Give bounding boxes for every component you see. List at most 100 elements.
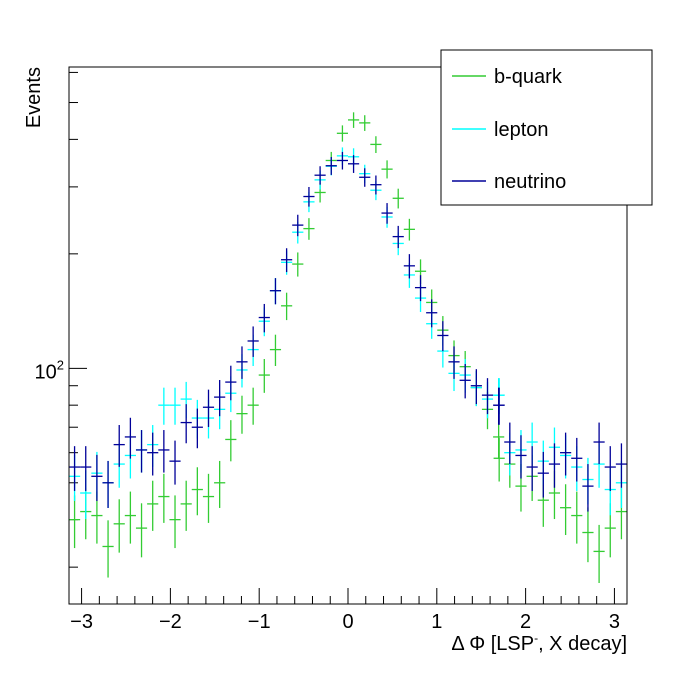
data-point-neutrino xyxy=(147,432,159,476)
data-point-b-quark xyxy=(493,437,505,482)
data-point-neutrino xyxy=(191,408,203,449)
data-point-neutrino xyxy=(180,404,192,444)
data-point-neutrino xyxy=(124,417,136,459)
data-point-b-quark xyxy=(593,524,605,583)
data-point-neutrino xyxy=(481,378,494,415)
data-point-neutrino xyxy=(493,387,505,425)
data-point-neutrino xyxy=(615,443,628,488)
legend-label-b-quark: b-quark xyxy=(494,66,563,88)
axes-layer: −3 −2 −1 0 1 2 3 xyxy=(69,71,620,633)
data-point-b-quark xyxy=(102,520,114,578)
data-point-b-quark xyxy=(571,491,583,544)
y-axis-label: Events xyxy=(23,67,45,128)
data-point-neutrino xyxy=(169,440,181,485)
data-point-neutrino xyxy=(113,425,125,467)
data-point-lepton xyxy=(158,387,170,425)
data-point-b-quark xyxy=(214,460,226,508)
data-point-neutrino xyxy=(236,346,248,379)
x-axis-label-prefix: Δ Φ [LSP xyxy=(451,633,534,655)
data-point-neutrino xyxy=(314,166,326,185)
data-point-neutrino xyxy=(202,389,215,427)
data-point-neutrino xyxy=(426,299,438,328)
x-tick-label: −2 xyxy=(159,611,182,633)
data-point-b-quark xyxy=(236,395,248,434)
data-point-neutrino xyxy=(225,365,237,401)
data-point-neutrino xyxy=(292,214,304,237)
plot-frame xyxy=(68,66,628,605)
data-point-neutrino xyxy=(560,432,572,476)
data-point-neutrino xyxy=(604,446,616,491)
data-point-b-quark xyxy=(169,495,181,549)
legend-entry-neutrino: neutrino xyxy=(452,171,566,193)
data-point-neutrino xyxy=(325,157,337,175)
data-point-b-quark xyxy=(336,125,349,142)
data-point-neutrino xyxy=(359,168,371,187)
data-point-neutrino xyxy=(381,203,393,224)
x-tick-label: 3 xyxy=(609,611,620,633)
data-point-neutrino xyxy=(593,422,605,465)
data-point-b-quark xyxy=(113,499,125,553)
data-point-neutrino xyxy=(80,446,92,491)
data-point-neutrino xyxy=(269,278,282,305)
x-axis-label: Δ Φ [LSP-, X decay] xyxy=(451,631,627,655)
data-point-b-quark xyxy=(281,292,293,321)
legend-entry-lepton: lepton xyxy=(452,119,549,141)
data-point-neutrino xyxy=(448,346,460,379)
legend: b-quark lepton neutrino xyxy=(440,49,653,206)
data-point-b-quark xyxy=(381,160,393,179)
data-point-b-quark xyxy=(359,115,371,131)
data-point-neutrino xyxy=(102,460,114,508)
data-point-neutrino xyxy=(470,369,482,405)
data-point-neutrino xyxy=(91,454,103,501)
data-point-neutrino xyxy=(403,254,415,279)
data-point-neutrino xyxy=(347,155,360,173)
data-point-b-quark xyxy=(269,334,282,366)
legend-label-neutrino: neutrino xyxy=(494,171,566,193)
data-point-b-quark xyxy=(582,507,594,563)
data-point-b-quark xyxy=(370,136,382,154)
data-point-neutrino xyxy=(515,435,527,479)
data-point-b-quark xyxy=(303,218,315,240)
x-axis-label-superscript: - xyxy=(534,631,538,645)
data-point-lepton xyxy=(169,387,181,425)
data-point-neutrino xyxy=(281,248,293,273)
x-tick-label: −1 xyxy=(248,611,271,633)
data-point-b-quark xyxy=(202,473,215,523)
data-point-neutrino xyxy=(135,430,148,473)
data-point-b-quark xyxy=(258,359,270,393)
data-point-b-quark xyxy=(135,503,148,558)
data-point-neutrino xyxy=(459,364,471,399)
data-point-b-quark xyxy=(247,387,259,425)
data-point-b-quark xyxy=(158,473,170,523)
data-layer xyxy=(68,112,628,583)
series-neutrino xyxy=(68,151,628,512)
data-point-b-quark xyxy=(191,467,203,516)
data-point-neutrino xyxy=(370,175,382,195)
data-point-b-quark xyxy=(124,491,136,544)
x-tick-label: 1 xyxy=(431,611,442,633)
data-point-b-quark xyxy=(68,495,81,549)
x-tick-label: 0 xyxy=(342,611,353,633)
legend-entry-b-quark: b-quark xyxy=(452,66,563,88)
data-point-neutrino xyxy=(68,446,81,491)
data-point-neutrino xyxy=(336,151,349,170)
data-point-neutrino xyxy=(414,275,427,302)
data-point-neutrino xyxy=(571,437,583,482)
x-tick-label: −3 xyxy=(70,611,93,633)
data-point-neutrino xyxy=(548,443,561,488)
data-point-neutrino xyxy=(214,380,226,417)
data-point-neutrino xyxy=(158,430,170,473)
data-point-neutrino xyxy=(303,186,315,207)
data-point-b-quark xyxy=(147,480,159,531)
data-point-b-quark xyxy=(403,218,415,241)
data-point-b-quark xyxy=(180,480,192,531)
data-point-neutrino xyxy=(537,451,549,498)
data-point-b-quark xyxy=(347,112,360,128)
legend-label-lepton: lepton xyxy=(494,119,549,141)
data-point-neutrino xyxy=(437,321,449,352)
data-point-b-quark xyxy=(292,252,304,277)
data-point-b-quark xyxy=(225,420,237,462)
x-tick-label: 2 xyxy=(520,611,531,633)
